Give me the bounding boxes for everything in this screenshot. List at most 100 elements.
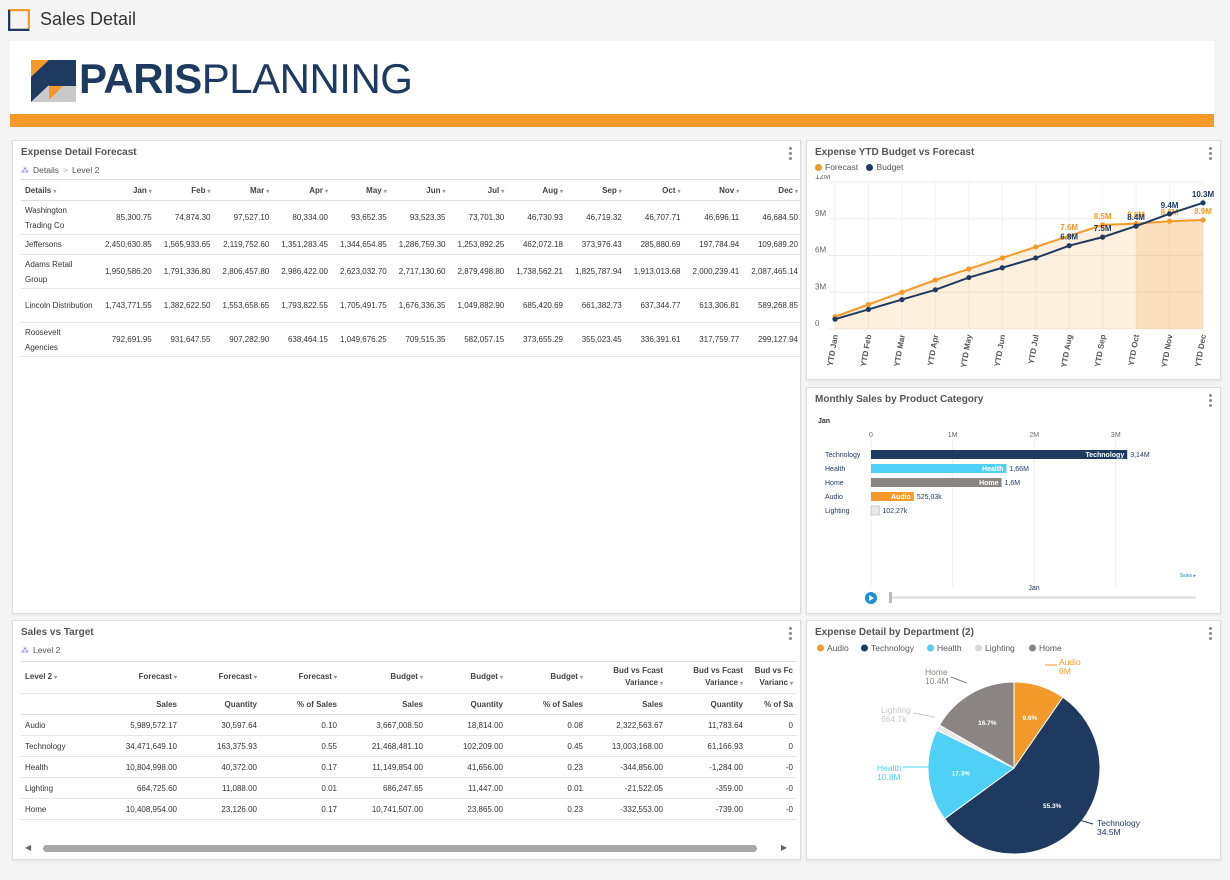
column-header[interactable]: Bud vs Fc Varianc ▾ [747, 661, 797, 694]
data-point-budget[interactable] [1033, 255, 1039, 261]
column-header[interactable]: Bud vs Fcast Variance ▾ [667, 661, 747, 694]
data-point-forecast[interactable] [1066, 233, 1072, 239]
sort-caret-icon[interactable]: ▾ [207, 188, 211, 195]
data-point-forecast[interactable] [1100, 222, 1106, 228]
column-header[interactable]: Forecast ▾ [261, 661, 341, 694]
pie-slice-health[interactable] [927, 729, 1015, 820]
sort-caret-icon[interactable]: ▾ [736, 188, 740, 195]
legend-item-lighting[interactable]: Lighting [985, 643, 1015, 653]
data-point-budget[interactable] [966, 274, 972, 281]
data-point-forecast[interactable] [1200, 217, 1206, 223]
data-point-budget[interactable] [865, 306, 872, 312]
legend-item-home[interactable]: Home [1039, 643, 1062, 653]
column-header[interactable]: Apr ▾ [273, 179, 332, 201]
data-point-budget[interactable] [1200, 200, 1206, 206]
data-point-budget[interactable] [1066, 243, 1072, 249]
column-header[interactable]: Budget ▾ [427, 661, 507, 694]
data-point-forecast[interactable] [1033, 244, 1039, 250]
column-header[interactable]: Nov ▾ [684, 179, 744, 201]
column-header[interactable]: Dec ▾ [743, 179, 800, 201]
column-header[interactable]: Forecast ▾ [99, 661, 181, 694]
horizontal-scrollbar[interactable]: ◀ ▶ [21, 841, 793, 855]
column-header[interactable]: Mar ▾ [214, 179, 274, 201]
sort-caret-icon[interactable]: ▾ [383, 188, 387, 195]
data-point-budget[interactable] [899, 297, 905, 303]
breadcrumb-level2[interactable]: Level 2 [33, 645, 61, 655]
table-row[interactable]: Roosevelt Agencies 792,691.95 931,647.55 90… [21, 322, 800, 357]
sort-caret-icon[interactable]: ▾ [559, 188, 563, 195]
play-triangle-icon[interactable] [869, 595, 874, 601]
panel-menu-icon[interactable] [1209, 394, 1212, 409]
panel-menu-icon[interactable] [789, 147, 792, 162]
column-header[interactable]: Aug ▾ [508, 179, 567, 201]
scroll-left-icon[interactable]: ◀ [25, 843, 32, 852]
panel-menu-icon[interactable] [1209, 627, 1212, 642]
data-point-budget[interactable] [932, 287, 938, 293]
pie-slice-home[interactable] [938, 681, 1015, 769]
data-point-budget[interactable] [999, 265, 1005, 271]
table-row[interactable]: Lighting 664,725.60 11,088.00 0.01 686,247.6… [21, 777, 797, 799]
sort-caret-icon[interactable]: ▾ [789, 681, 793, 687]
legend-item-health[interactable]: Health [937, 643, 962, 653]
timeline-slider-track[interactable] [889, 596, 1196, 599]
data-point-budget[interactable] [1100, 234, 1106, 240]
sort-caret-icon[interactable]: ▾ [54, 675, 58, 681]
sort-caret-icon[interactable]: ▾ [794, 188, 798, 195]
sort-caret-icon[interactable]: ▾ [333, 675, 337, 681]
breadcrumb-level2[interactable]: Level 2 [71, 165, 100, 175]
table-row[interactable]: Audio 5,989,572.17 30,597.64 0.10 3,667,008.… [21, 714, 797, 736]
sort-caret-icon[interactable]: ▾ [739, 681, 743, 687]
column-header[interactable]: Oct ▾ [625, 179, 685, 201]
column-header[interactable]: Sep ▾ [567, 179, 626, 201]
bar-audio[interactable] [871, 492, 914, 501]
column-header[interactable]: Jul ▾ [449, 179, 509, 201]
bar-home[interactable] [871, 478, 1002, 487]
column-header[interactable]: Jun ▾ [390, 179, 450, 201]
column-header[interactable]: Budget ▾ [507, 661, 587, 694]
column-header[interactable]: Feb ▾ [155, 179, 215, 201]
sort-caret-icon[interactable]: ▾ [618, 188, 622, 195]
data-point-forecast[interactable] [966, 266, 972, 272]
data-point-budget[interactable] [1133, 223, 1139, 229]
panel-menu-icon[interactable] [1209, 147, 1212, 162]
bar-technology[interactable] [871, 450, 1128, 459]
sort-caret-icon[interactable]: ▾ [442, 188, 446, 195]
legend-item-audio[interactable]: Audio [827, 643, 849, 653]
legend-budget[interactable]: Budget [876, 162, 904, 172]
bar-lighting[interactable] [870, 505, 880, 516]
sort-caret-icon[interactable]: ▾ [499, 675, 503, 681]
data-point-forecast[interactable] [899, 289, 905, 295]
column-header[interactable]: Budget ▾ [341, 661, 427, 694]
sort-caret-icon[interactable]: ▾ [53, 188, 57, 195]
bar-health[interactable] [871, 464, 1007, 473]
table-row[interactable]: Washington Trading Co 85,300.75 74,874.30 9… [21, 200, 800, 235]
column-header[interactable]: Level 2 ▾ [21, 661, 99, 694]
sort-caret-icon[interactable]: ▾ [579, 675, 583, 681]
sort-caret-icon[interactable]: ▾ [266, 188, 270, 195]
table-row[interactable]: Lincoln Distribution 1,743,771.55 1,382,62… [21, 288, 800, 323]
sort-caret-icon[interactable]: ▾ [659, 681, 663, 687]
panel-menu-icon[interactable] [789, 627, 792, 642]
sort-caret-icon[interactable]: ▾ [173, 675, 177, 681]
data-point-forecast[interactable] [865, 301, 872, 308]
timeline-slider-handle[interactable] [889, 592, 892, 603]
column-header[interactable]: Jan ▾ [97, 179, 156, 201]
column-header[interactable]: Bud vs Fcast Variance ▾ [587, 661, 667, 694]
sort-caret-icon[interactable]: ▾ [677, 188, 681, 195]
data-point-forecast[interactable] [932, 277, 938, 283]
sort-caret-icon[interactable]: ▾ [501, 188, 505, 195]
sort-caret-icon[interactable]: ▾ [324, 188, 328, 195]
table-row[interactable]: Jeffersons 2,450,630.85 1,565,933.65 2,119,… [21, 234, 800, 255]
sort-caret-icon[interactable]: ▾ [253, 675, 257, 681]
sort-caret-icon[interactable]: ▾ [148, 188, 152, 195]
data-point-budget[interactable] [832, 316, 838, 322]
table-row[interactable]: Adams Retail Group 1,950,586.20 1,791,336.… [21, 254, 800, 289]
sort-caret-icon[interactable]: ▾ [419, 675, 423, 681]
column-header[interactable]: Details ▾ [21, 179, 97, 201]
data-point-budget[interactable] [1166, 211, 1173, 217]
pie-slice-technology[interactable] [943, 696, 1101, 855]
table-row[interactable]: Health 10,804,998.00 40,372.00 0.17 11,149,8… [21, 756, 797, 778]
breadcrumb-details[interactable]: Details [33, 165, 59, 175]
legend-forecast[interactable]: Forecast [825, 162, 859, 172]
column-header[interactable]: May ▾ [332, 179, 391, 201]
